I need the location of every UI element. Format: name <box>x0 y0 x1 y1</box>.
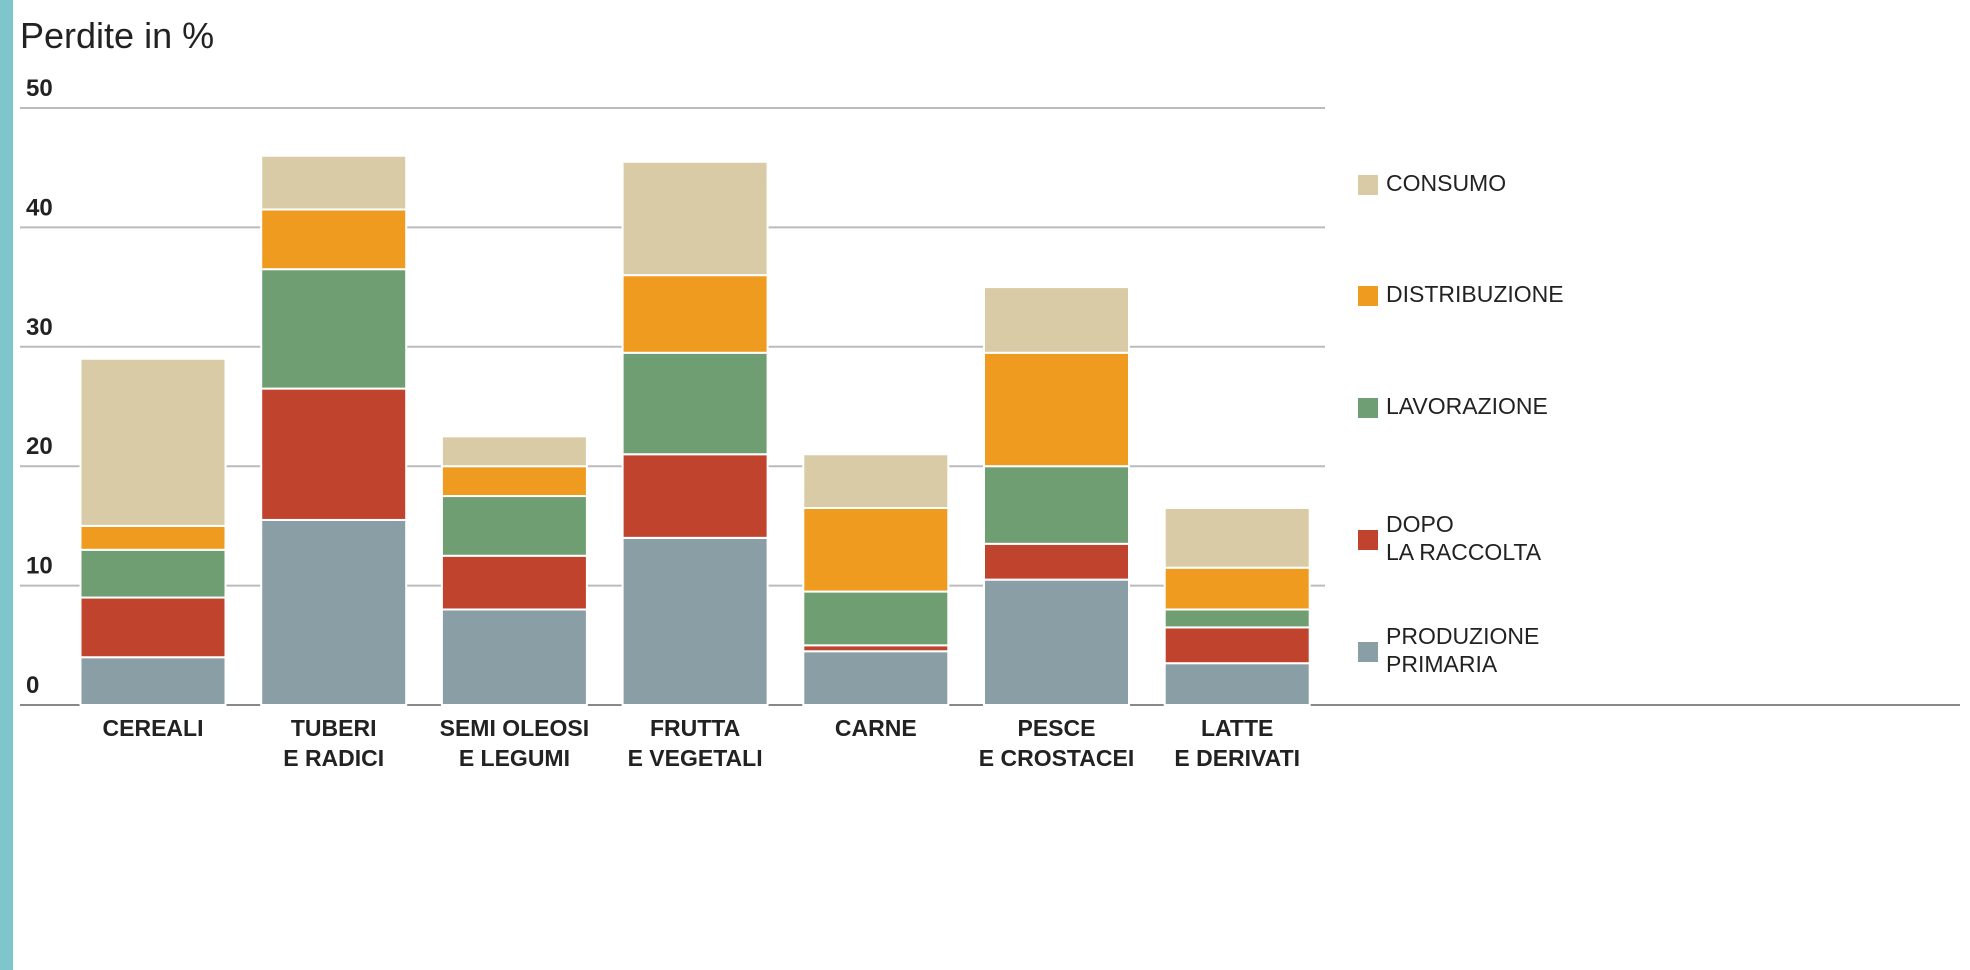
y-tick-label: 0 <box>26 672 39 699</box>
bar-segment <box>803 508 948 592</box>
y-tick-label: 50 <box>26 75 53 102</box>
legend-swatch <box>1358 175 1378 195</box>
bar-segment <box>442 496 587 556</box>
legend-swatch <box>1358 286 1378 306</box>
bar-segment <box>984 353 1129 466</box>
bar-segment <box>442 436 587 466</box>
bar-segment <box>81 526 226 550</box>
bar-segment <box>984 544 1129 580</box>
bar-segment <box>1165 568 1310 610</box>
bar-segment <box>623 353 768 454</box>
left-border <box>0 0 13 970</box>
y-tick-label: 40 <box>26 195 53 222</box>
bar-segment <box>1165 508 1310 568</box>
bar-segment <box>261 389 406 520</box>
legend-swatch <box>1358 398 1378 418</box>
bar-segment <box>984 466 1129 544</box>
bar-segment <box>623 538 768 705</box>
bar-segment <box>261 520 406 705</box>
bar-segment <box>984 287 1129 353</box>
bar-segment <box>1165 627 1310 663</box>
x-tick-label: CARNE <box>835 715 917 741</box>
y-tick-label: 10 <box>26 553 53 580</box>
bar-segment <box>442 466 587 496</box>
legend-swatch <box>1358 530 1378 550</box>
bar-segment <box>442 609 587 705</box>
chart: Perdite in % 0 10 20 30 40 50 CEREALI TUBERIE R… <box>0 0 1970 970</box>
bar-segment <box>261 209 406 269</box>
bar-segment <box>1165 663 1310 705</box>
bar-segment <box>442 556 587 610</box>
bar-segment <box>81 598 226 658</box>
bar-segment <box>1165 609 1310 627</box>
legend-label: DISTRIBUZIONE <box>1386 281 1564 307</box>
bar-segment <box>984 580 1129 705</box>
bar-segment <box>81 550 226 598</box>
bar-segment <box>803 651 948 705</box>
bar-segment <box>81 657 226 705</box>
y-tick-label: 30 <box>26 314 53 341</box>
bar-segment <box>623 275 768 353</box>
y-tick-label: 20 <box>26 434 53 461</box>
bar-segment <box>261 269 406 388</box>
bar-segment <box>803 454 948 508</box>
legend-label: LAVORAZIONE <box>1386 393 1548 419</box>
bar-segment <box>623 454 768 538</box>
legend-label: CONSUMO <box>1386 170 1506 196</box>
bar-segment <box>623 162 768 275</box>
bar-segment <box>803 592 948 646</box>
bar-segment <box>261 156 406 210</box>
chart-title: Perdite in % <box>20 15 214 56</box>
legend-swatch <box>1358 642 1378 662</box>
x-tick-label: CEREALI <box>103 715 204 741</box>
bar-segment <box>81 359 226 526</box>
